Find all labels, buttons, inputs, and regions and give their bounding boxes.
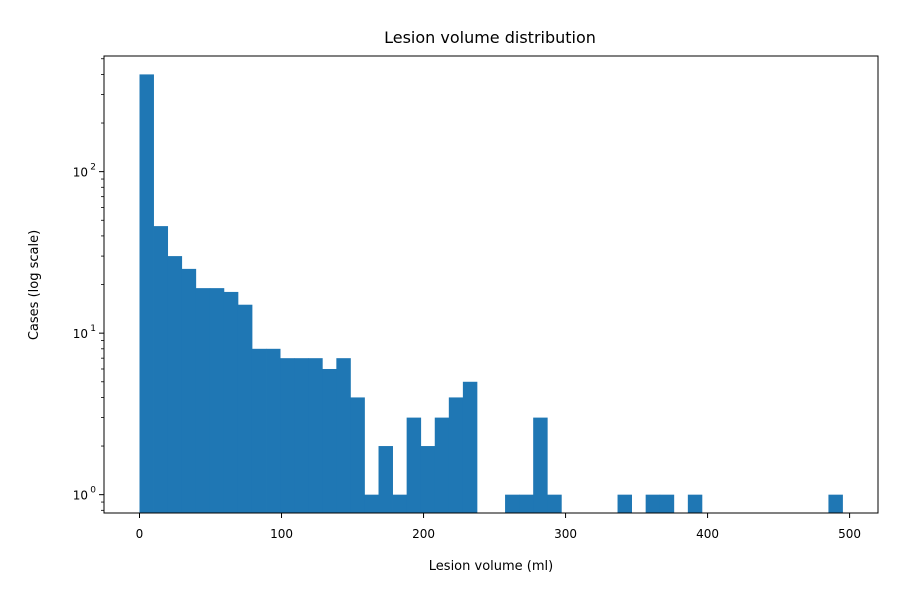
histogram-bar bbox=[322, 368, 337, 513]
histogram-bar bbox=[533, 417, 548, 513]
histogram-bar bbox=[350, 397, 365, 513]
histogram-bar bbox=[308, 358, 323, 513]
histogram-bar bbox=[139, 74, 154, 514]
histogram-bar bbox=[406, 417, 422, 513]
y-tick-exponent: 1 bbox=[90, 324, 96, 334]
x-tick-label: 100 bbox=[270, 527, 293, 541]
histogram-bar bbox=[280, 358, 295, 513]
histogram-bar bbox=[420, 446, 436, 513]
histogram-bar bbox=[251, 348, 267, 513]
histogram-bar bbox=[167, 256, 183, 513]
histogram-bar bbox=[659, 494, 675, 513]
histogram-bar bbox=[209, 288, 225, 513]
chart-title: Lesion volume distribution bbox=[384, 28, 596, 47]
histogram-bar bbox=[237, 304, 253, 513]
histogram-bar bbox=[153, 226, 169, 513]
y-tick-label: 10 bbox=[73, 327, 88, 341]
y-tick-label: 10 bbox=[73, 166, 88, 180]
x-tick-label: 500 bbox=[838, 527, 861, 541]
histogram-bar bbox=[448, 397, 464, 513]
histogram-bar bbox=[181, 268, 197, 513]
histogram-bar bbox=[336, 358, 351, 513]
histogram-bar bbox=[392, 494, 408, 513]
x-axis-label: Lesion volume (ml) bbox=[429, 559, 553, 574]
histogram-bar bbox=[462, 381, 478, 513]
x-tick-label: 200 bbox=[412, 527, 435, 541]
histogram-bar bbox=[223, 291, 239, 513]
plot-frame bbox=[103, 55, 879, 514]
histogram-bar bbox=[294, 358, 309, 513]
y-tick-exponent: 0 bbox=[90, 486, 96, 496]
y-tick-label: 10 bbox=[73, 489, 88, 503]
histogram-bar bbox=[266, 348, 281, 513]
x-tick-label: 0 bbox=[136, 527, 144, 541]
histogram-bar bbox=[687, 494, 703, 513]
histogram-bar bbox=[828, 494, 843, 513]
x-tick-label: 300 bbox=[554, 527, 577, 541]
histogram-bar bbox=[378, 446, 393, 513]
x-tick-label: 400 bbox=[696, 527, 719, 541]
bars-group bbox=[139, 74, 843, 514]
histogram-bar bbox=[519, 494, 534, 513]
y-axis-label: Cases (log scale) bbox=[27, 230, 42, 340]
histogram-bar bbox=[364, 494, 379, 513]
x-ticks: 0 100 200 300 400 500 bbox=[136, 513, 861, 541]
histogram-bar bbox=[617, 494, 632, 513]
histogram-bar bbox=[434, 417, 450, 513]
histogram-bar bbox=[505, 494, 520, 513]
histogram-bar bbox=[645, 494, 661, 513]
histogram-bar bbox=[195, 288, 211, 513]
histogram-bar bbox=[547, 494, 562, 513]
y-tick-exponent: 2 bbox=[90, 163, 96, 173]
